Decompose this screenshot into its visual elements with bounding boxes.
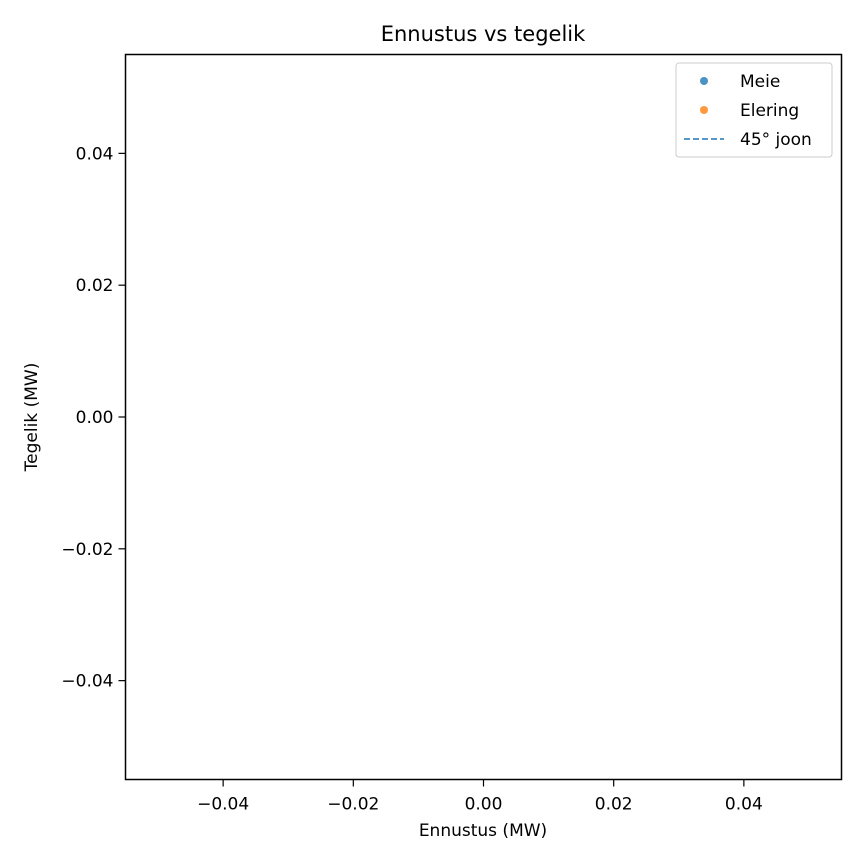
x-tick-label: −0.02 — [327, 795, 379, 815]
legend: Meie Elering 45° joon — [675, 62, 833, 158]
y-tick-label: −0.04 — [61, 672, 113, 692]
legend-marker — [700, 77, 708, 85]
x-axis-ticks: −0.04 −0.02 0.00 0.02 0.04 — [197, 779, 763, 815]
plot-area — [124, 53, 843, 781]
x-tick-label: 0.04 — [725, 795, 763, 815]
legend-label: 45° joon — [740, 130, 812, 150]
y-tick-label: 0.00 — [76, 408, 114, 428]
x-tick-label: 0.00 — [465, 795, 503, 815]
legend-label: Elering — [740, 101, 799, 121]
x-tick-label: 0.02 — [595, 795, 633, 815]
chart-title: Ennustus vs tegelik — [381, 22, 586, 46]
legend-label: Meie — [740, 72, 780, 92]
y-tick-label: 0.04 — [76, 144, 114, 164]
y-axis-ticks: −0.04 −0.02 0.00 0.02 0.04 — [61, 144, 126, 692]
legend-box — [675, 62, 833, 158]
y-axis-label: Tegelik (MW) — [22, 363, 42, 473]
y-tick-label: 0.02 — [76, 276, 114, 296]
y-tick-label: −0.02 — [61, 540, 113, 560]
x-axis-label: Ennustus (MW) — [419, 821, 547, 841]
legend-marker — [700, 106, 708, 114]
x-tick-label: −0.04 — [197, 795, 249, 815]
